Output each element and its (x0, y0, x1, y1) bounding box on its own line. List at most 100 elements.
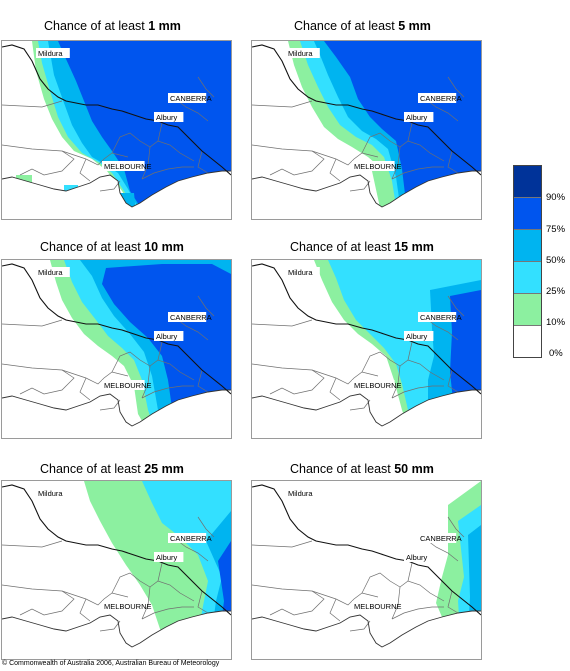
district-boundary (2, 144, 75, 176)
ocean-area (252, 390, 481, 438)
district-boundary (447, 590, 459, 614)
city-label-albury-text: Albury (406, 113, 428, 122)
city-label-bg (102, 601, 145, 611)
district-boundary (407, 122, 413, 142)
city-label-melbourne: MELBOURNE (102, 161, 152, 171)
district-boundary (141, 365, 151, 399)
city-label-melbourne-text: MELBOURNE (354, 162, 402, 171)
district-boundary (447, 295, 465, 317)
legend-swatch-0 (514, 326, 541, 357)
rain-region (324, 41, 481, 219)
map-svg: Mildura CANBERRA Albury MELBOURNE (252, 260, 481, 438)
district-boundary (177, 319, 209, 341)
panel-title-50mm: Chance of at least 50 mm (290, 462, 434, 476)
district-boundary (141, 146, 151, 180)
district-boundary (311, 150, 379, 166)
city-label-bg (36, 267, 70, 277)
panel-title-25mm: Chance of at least 25 mm (40, 462, 184, 476)
city-label-mildura-text: Mildura (38, 49, 63, 58)
district-boundary (447, 150, 459, 174)
city-label-melbourne-text: MELBOURNE (104, 602, 152, 611)
city-label-albury: Albury (154, 331, 184, 341)
district-boundary (427, 540, 459, 562)
copyright-notice: © Commonwealth of Australia 2006, Austra… (2, 660, 220, 667)
ocean-area (2, 171, 231, 219)
city-label-mildura: Mildura (36, 267, 70, 277)
map-panel-1mm: Mildura CANBERRA Albury MELBOURNE (1, 40, 232, 220)
city-label-bg (352, 380, 395, 390)
city-label-bg (168, 533, 207, 543)
panel-title-10mm: Chance of at least 10 mm (40, 240, 184, 254)
legend-label-0: 0% (549, 348, 563, 359)
state-border (252, 263, 481, 395)
coastline (2, 389, 231, 427)
district-boundary (361, 572, 445, 602)
city-label-bg (102, 380, 145, 390)
city-label-bg (36, 48, 70, 58)
district-boundary (157, 562, 163, 582)
legend-label-25: 25% (546, 286, 566, 297)
district-boundary (447, 516, 465, 538)
city-label-melbourne-text: MELBOURNE (104, 162, 152, 171)
district-boundary (2, 540, 63, 548)
map-panel-25mm: Mildura CANBERRA Albury MELBOURNE (1, 480, 232, 660)
panel-title-5mm: Chance of at least 5 mm (294, 19, 431, 33)
district-boundary (427, 319, 459, 341)
district-boundary (2, 319, 63, 327)
legend-swatch-25 (514, 262, 541, 294)
city-label-canberra-text: CANBERRA (170, 94, 212, 103)
district-boundary (252, 319, 313, 327)
city-label-albury: Albury (404, 552, 434, 562)
city-label-melbourne: MELBOURNE (352, 601, 402, 611)
city-label-bg (154, 112, 184, 122)
district-boundary (157, 122, 163, 142)
ocean-area (252, 171, 481, 219)
city-label-albury: Albury (404, 331, 434, 341)
district-boundary (141, 385, 194, 399)
city-label-canberra: CANBERRA (168, 93, 212, 103)
city-label-albury-text: Albury (156, 332, 178, 341)
city-label-canberra: CANBERRA (168, 533, 212, 543)
legend-label-75: 75% (546, 224, 566, 235)
district-boundary (447, 76, 465, 98)
state-border (2, 484, 231, 616)
coastline (2, 170, 231, 208)
city-label-mildura-text: Mildura (288, 489, 313, 498)
city-label-canberra: CANBERRA (418, 533, 462, 543)
district-boundary (329, 158, 341, 182)
city-label-bg (352, 601, 395, 611)
district-boundary (141, 166, 194, 180)
district-boundary (79, 598, 91, 622)
district-boundary (252, 144, 325, 176)
city-label-mildura-text: Mildura (288, 49, 313, 58)
city-label-albury: Albury (404, 112, 434, 122)
city-label-melbourne-text: MELBOURNE (104, 381, 152, 390)
district-boundary (329, 598, 341, 622)
legend-label-50: 50% (546, 255, 566, 266)
district-boundary (391, 146, 401, 180)
city-label-bg (418, 312, 457, 322)
district-boundary (2, 363, 75, 395)
city-label-bg (404, 112, 434, 122)
ocean-area (2, 611, 231, 659)
rain-region (58, 41, 231, 219)
state-border (2, 44, 231, 176)
panel-title-15mm: Chance of at least 15 mm (290, 240, 434, 254)
district-boundary (391, 586, 401, 620)
district-boundary (391, 365, 401, 399)
district-boundary (61, 590, 129, 606)
coastline (2, 610, 231, 648)
city-label-albury-text: Albury (156, 553, 178, 562)
city-label-albury-text: Albury (406, 553, 428, 562)
city-label-melbourne: MELBOURNE (102, 380, 152, 390)
city-label-bg (404, 552, 434, 562)
city-label-bg (168, 312, 207, 322)
district-boundary (329, 377, 341, 401)
district-boundary (407, 341, 413, 361)
city-label-bg (286, 488, 320, 498)
ocean-area (252, 611, 481, 659)
map-svg: Mildura CANBERRA Albury MELBOURNE (2, 260, 231, 438)
district-boundary (197, 516, 215, 538)
city-label-mildura: Mildura (286, 488, 320, 498)
panel-title-1mm: Chance of at least 1 mm (44, 19, 181, 33)
